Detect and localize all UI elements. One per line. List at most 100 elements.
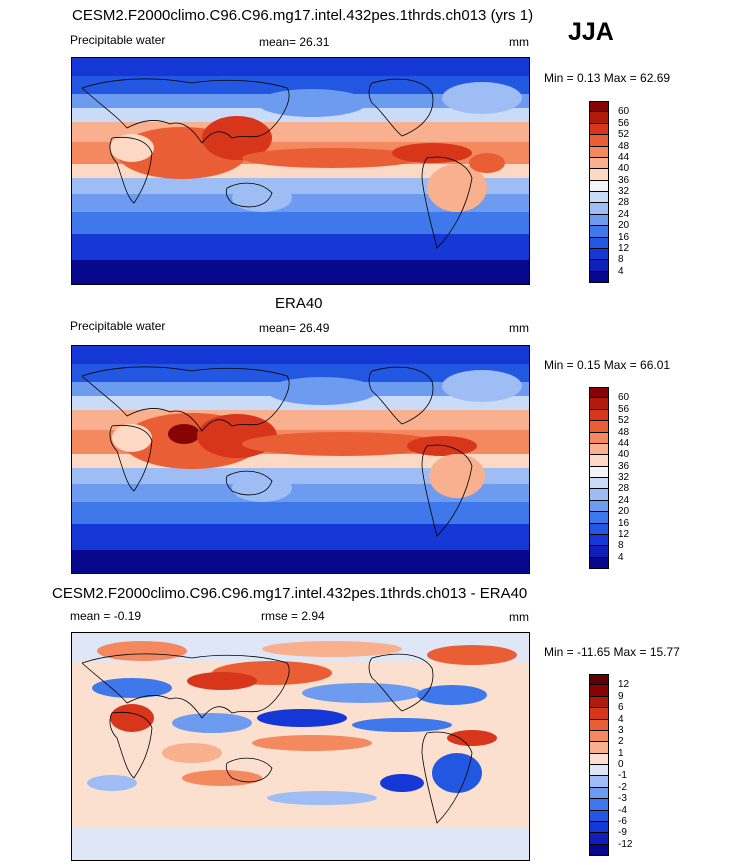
colorbar-cell — [589, 421, 609, 433]
colorbar-tick-label: -9 — [618, 827, 627, 839]
colorbar-tick-label: 48 — [618, 140, 630, 152]
colorbar-cell — [589, 214, 609, 227]
colorbar-tick-label: -3 — [618, 793, 627, 805]
colorbar-tick-label: 12 — [618, 528, 630, 540]
panel-2-map — [71, 345, 530, 574]
colorbar-tick-label: 32 — [618, 186, 630, 197]
season-label: JJA — [568, 18, 614, 46]
colorbar-tick-label: 9 — [618, 690, 624, 702]
colorbar-tick-label: 24 — [618, 208, 630, 220]
panel-2-minmax: Min = 0.15 Max = 66.01 — [544, 358, 671, 372]
colorbar-tick-label: 4 — [618, 551, 624, 563]
panel-3-minmax: Min = -11.65 Max = 15.77 — [544, 645, 680, 659]
colorbar-cell — [589, 719, 609, 731]
colorbar-tick-label: 3 — [618, 724, 624, 736]
colorbar-cell — [589, 146, 609, 158]
colorbar-cell — [589, 443, 609, 456]
colorbar-tick-label: 12 — [618, 679, 630, 691]
panel-1-minmax: Min = 0.13 Max = 62.69 — [544, 71, 671, 85]
colorbar-tick-label: 16 — [618, 231, 630, 243]
colorbar-cell — [589, 810, 609, 822]
colorbar-cell — [589, 765, 609, 777]
colorbar-cell — [589, 742, 609, 754]
panel-1-map — [71, 57, 530, 285]
colorbar-tick-label: 8 — [618, 540, 624, 552]
colorbar-cell — [589, 180, 609, 192]
colorbar-cell — [589, 489, 609, 501]
colorbar-cell — [589, 799, 609, 811]
colorbar-tick-label: 20 — [618, 506, 630, 518]
panel-1-field-plot — [72, 58, 529, 284]
colorbar-cell — [589, 685, 609, 697]
panel-2-colorbar: 4 8 12 16 20 24 28 32 36 40 44 48 52 56 60 — [589, 387, 629, 569]
panel-2-field-label: Precipitable water — [70, 319, 166, 333]
panel-2-mean: mean= 26.49 — [259, 321, 330, 335]
colorbar-tick-label: 60 — [618, 106, 630, 118]
colorbar-tick-label: 20 — [618, 220, 630, 232]
colorbar-cell — [589, 512, 609, 524]
colorbar-cell — [589, 432, 609, 444]
panel-1-units: mm — [509, 35, 529, 49]
colorbar-cell — [589, 833, 609, 845]
colorbar-cell — [589, 260, 609, 272]
colorbar-tick-label: 28 — [618, 197, 630, 209]
panel-2-field-plot — [72, 346, 529, 573]
colorbar-tick-label: -6 — [618, 815, 627, 827]
colorbar-cell — [589, 112, 609, 124]
colorbar-tick-label: -2 — [618, 781, 627, 793]
panel-3-map — [71, 632, 530, 861]
colorbar-cell — [589, 455, 609, 467]
colorbar-tick-label: 4 — [618, 265, 624, 277]
colorbar-cell — [589, 708, 609, 720]
colorbar-cell — [589, 730, 609, 743]
colorbar-cell — [589, 500, 609, 513]
colorbar-cell — [589, 203, 609, 215]
colorbar-cell — [589, 674, 609, 686]
colorbar-cell — [589, 478, 609, 490]
panel-3-field-plot — [72, 633, 529, 860]
panel-3-units: mm — [509, 610, 529, 624]
colorbar-tick-label: 44 — [618, 437, 630, 449]
colorbar-tick-label: 6 — [618, 702, 624, 714]
colorbar-tick-label: 48 — [618, 426, 630, 438]
colorbar-tick-label: 40 — [618, 163, 630, 175]
colorbar-cell — [589, 523, 609, 535]
colorbar-tick-label: 1 — [618, 747, 624, 759]
colorbar-frame — [589, 101, 609, 283]
colorbar-cell — [589, 696, 609, 709]
colorbar-tick-label: 60 — [618, 392, 630, 404]
colorbar-cell — [589, 237, 609, 249]
colorbar-tick-label: 12 — [618, 242, 630, 254]
panel-2-units: mm — [509, 321, 529, 335]
colorbar-cell — [589, 534, 609, 547]
colorbar-cell — [589, 398, 609, 410]
panel-3-mean: mean = -0.19 — [70, 609, 142, 623]
colorbar-tick-label: 4 — [618, 713, 624, 725]
colorbar-tick-label: -4 — [618, 804, 627, 816]
colorbar-tick-label: 44 — [618, 151, 630, 163]
colorbar-tick-label: -12 — [618, 838, 633, 850]
colorbar-cell — [589, 776, 609, 788]
colorbar-cell — [589, 123, 609, 136]
colorbar-tick-label: -1 — [618, 770, 627, 782]
colorbar-cell — [589, 387, 609, 399]
panel-3-rmse: rmse = 2.94 — [261, 609, 325, 623]
colorbar-cell — [589, 135, 609, 147]
colorbar-cell — [589, 753, 609, 765]
colorbar-tick-label: 56 — [618, 117, 630, 129]
panel-3-title: CESM2.F2000climo.C96.C96.mg17.intel.432p… — [52, 585, 528, 602]
colorbar-cell — [589, 466, 609, 478]
colorbar-tick-label: 40 — [618, 449, 630, 461]
colorbar-cell — [589, 821, 609, 834]
colorbar-tick-label: 52 — [618, 129, 630, 141]
colorbar-cell — [589, 226, 609, 238]
colorbar-frame — [589, 387, 609, 569]
colorbar-cell — [589, 409, 609, 422]
panel-2-title: ERA40 — [275, 295, 323, 312]
colorbar-frame — [589, 674, 609, 856]
panel-1-field-label: Precipitable water — [70, 33, 166, 47]
colorbar-cell — [589, 157, 609, 170]
colorbar-cell — [589, 248, 609, 261]
panel-1-title: CESM2.F2000climo.C96.C96.mg17.intel.432p… — [72, 7, 534, 24]
colorbar-tick-label: 28 — [618, 483, 630, 495]
